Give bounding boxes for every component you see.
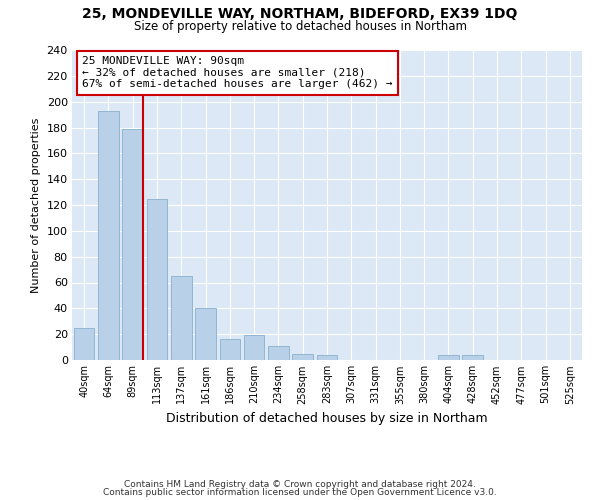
Bar xyxy=(292,354,313,360)
Text: 25, MONDEVILLE WAY, NORTHAM, BIDEFORD, EX39 1DQ: 25, MONDEVILLE WAY, NORTHAM, BIDEFORD, E… xyxy=(82,8,518,22)
Text: 25 MONDEVILLE WAY: 90sqm
← 32% of detached houses are smaller (218)
67% of semi-: 25 MONDEVILLE WAY: 90sqm ← 32% of detach… xyxy=(82,56,392,90)
X-axis label: Distribution of detached houses by size in Northam: Distribution of detached houses by size … xyxy=(166,412,488,425)
Text: Contains HM Land Registry data © Crown copyright and database right 2024.: Contains HM Land Registry data © Crown c… xyxy=(124,480,476,489)
Bar xyxy=(317,355,337,360)
Bar xyxy=(74,328,94,360)
Bar xyxy=(268,346,289,360)
Bar xyxy=(438,355,459,360)
Bar xyxy=(171,276,191,360)
Bar xyxy=(244,336,265,360)
Bar xyxy=(122,129,143,360)
Text: Contains public sector information licensed under the Open Government Licence v3: Contains public sector information licen… xyxy=(103,488,497,497)
Bar xyxy=(146,198,167,360)
Text: Size of property relative to detached houses in Northam: Size of property relative to detached ho… xyxy=(133,20,467,33)
Y-axis label: Number of detached properties: Number of detached properties xyxy=(31,118,41,292)
Bar xyxy=(98,110,119,360)
Bar xyxy=(463,355,483,360)
Bar xyxy=(195,308,216,360)
Bar xyxy=(220,340,240,360)
